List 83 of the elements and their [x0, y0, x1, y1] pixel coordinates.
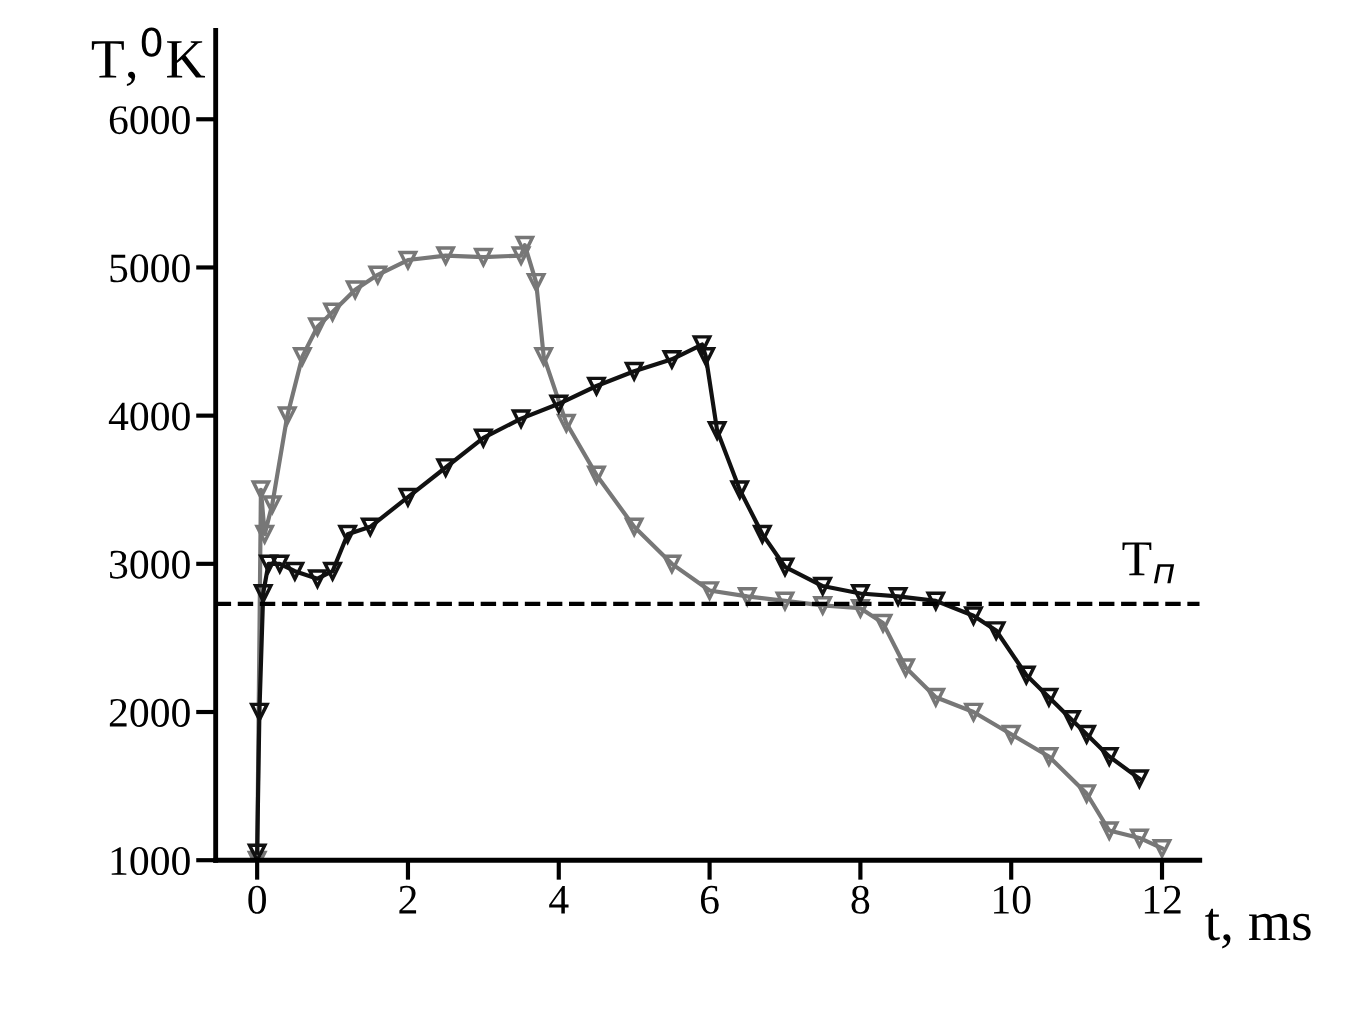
point [338, 524, 358, 544]
point [534, 346, 554, 366]
point [737, 587, 757, 606]
y-tick-label: 6000 [109, 106, 190, 135]
x-tick-label: 4 [549, 885, 569, 914]
point [308, 317, 327, 337]
point [556, 413, 577, 435]
y-tick-label: 5000 [110, 254, 190, 283]
x-axis-title: t, ms [1205, 908, 1311, 949]
y-tick-label: 3000 [110, 550, 190, 579]
point [473, 428, 494, 450]
point [888, 587, 908, 606]
point [269, 554, 291, 576]
point [1077, 724, 1096, 744]
point [1015, 665, 1037, 687]
y-tick-label: 1000 [111, 846, 190, 876]
point [1130, 769, 1149, 789]
point [696, 346, 716, 366]
point [277, 406, 297, 426]
y-tick-label: 4000 [108, 402, 190, 431]
point [549, 394, 569, 414]
x-tick-label: 2 [399, 885, 417, 914]
ref-line-label: T$_{п}$ [1122, 542, 1175, 584]
point [586, 376, 607, 398]
point [515, 235, 535, 255]
point [359, 517, 380, 539]
point [963, 702, 984, 724]
point [700, 581, 719, 600]
point [1129, 828, 1150, 850]
point [774, 557, 796, 579]
point [247, 843, 267, 861]
point [322, 302, 342, 324]
point [397, 250, 419, 272]
point [259, 554, 278, 574]
x-tick-label: 10 [994, 885, 1031, 914]
point [293, 346, 312, 366]
point [926, 687, 946, 707]
point [262, 495, 282, 514]
point [1062, 710, 1081, 729]
point [1077, 784, 1096, 803]
point [1099, 747, 1119, 766]
point [1039, 747, 1059, 766]
point [473, 247, 494, 269]
y-tick-label: 2000 [109, 698, 190, 727]
point [345, 280, 365, 300]
point [251, 480, 271, 500]
point [307, 569, 327, 591]
x-tick-label: 6 [700, 885, 719, 914]
point [250, 702, 269, 722]
point [285, 561, 305, 581]
point [1099, 821, 1119, 840]
point [253, 584, 273, 603]
y-axis-title: T,$^{0}$K [91, 27, 206, 87]
point [367, 265, 389, 287]
point [436, 458, 456, 477]
point [812, 576, 833, 598]
point [752, 524, 772, 544]
point [624, 517, 644, 537]
point [707, 421, 727, 440]
point [586, 465, 607, 487]
point [774, 591, 796, 613]
point [1001, 724, 1021, 744]
point [511, 246, 531, 265]
point [323, 561, 342, 581]
point [729, 480, 751, 502]
point [872, 613, 894, 635]
point [255, 524, 275, 544]
x-tick-label: 0 [248, 885, 266, 914]
point [398, 487, 418, 507]
point [692, 335, 712, 354]
point [662, 554, 682, 574]
point [436, 246, 456, 265]
x-tick-label: 8 [851, 885, 870, 914]
point [624, 361, 644, 381]
x-tick-label: 12 [1144, 885, 1181, 914]
point [851, 584, 870, 603]
point [526, 272, 546, 292]
point [896, 658, 916, 677]
point [986, 621, 1006, 640]
point [662, 349, 682, 369]
point [1152, 838, 1172, 858]
point [1039, 687, 1059, 707]
point [963, 606, 984, 628]
